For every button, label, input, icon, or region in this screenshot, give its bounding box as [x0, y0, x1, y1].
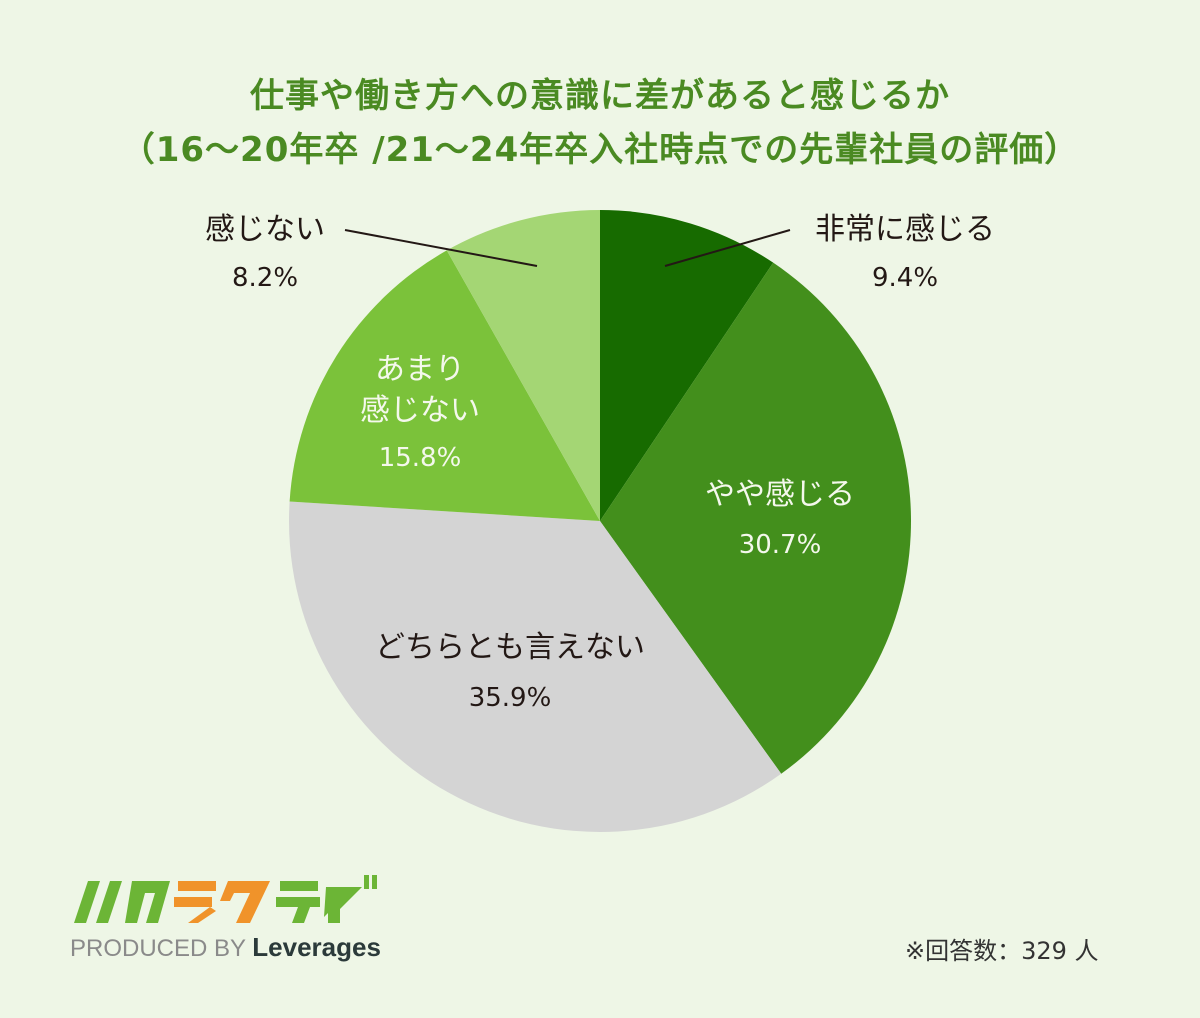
slice-neutral [289, 501, 782, 832]
label-somewhat: やや感じる 30.7% [660, 475, 900, 563]
produced-by-text: PRODUCED BY [70, 935, 246, 962]
label-not: 感じない 8.2% [180, 210, 350, 296]
slice-very [600, 210, 774, 521]
label-not-name: 感じない [205, 212, 325, 247]
label-somewhat-name: やや感じる [705, 477, 855, 512]
label-notmuch-line2: 感じない [360, 392, 480, 428]
label-neutral: どちらとも言えない 35.9% [320, 628, 700, 716]
company-name: Leverages [252, 932, 381, 962]
label-very-name: 非常に感じる [815, 212, 995, 247]
chart-title-line1: 仕事や働き方への意識に差があると感じるか [250, 76, 950, 116]
slice-notmuch [289, 250, 600, 521]
label-somewhat-pct: 30.7% [738, 529, 822, 560]
label-notmuch-pct: 15.8% [378, 443, 462, 473]
slice-somewhat [600, 262, 911, 774]
chart-title-line2: （16～20年卒 /21～24年卒入社時点での先輩社員の評価） [120, 130, 1080, 170]
produced-by: PRODUCED BY Leverages [70, 932, 381, 963]
leader-line-not [344, 229, 538, 267]
leader-line-very [664, 229, 791, 267]
label-notmuch: あまり 感じない 15.8% [320, 350, 520, 476]
label-neutral-pct: 35.9% [468, 682, 552, 713]
hataractive-logo [74, 875, 377, 923]
slice-not [446, 210, 600, 521]
label-very-pct: 9.4% [871, 262, 939, 293]
label-not-pct: 8.2% [231, 262, 299, 293]
label-notmuch-line1: あまり [375, 352, 465, 387]
respondent-note: ※回答数：329 人 [905, 937, 1099, 965]
label-very: 非常に感じる 9.4% [790, 210, 1020, 296]
label-neutral-name: どちらとも言えない [375, 630, 645, 665]
